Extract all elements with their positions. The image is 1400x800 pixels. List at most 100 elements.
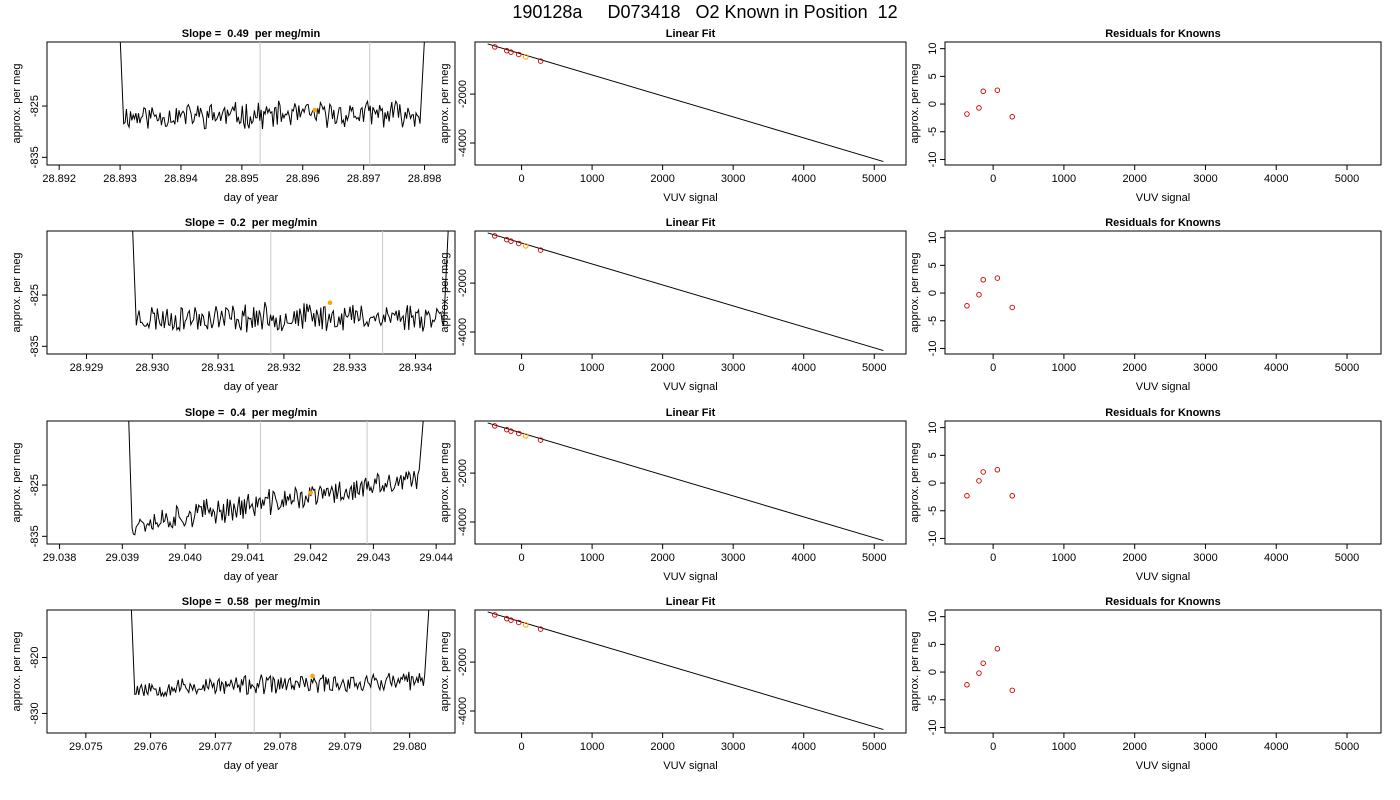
x-tick-label: 1000 (1052, 173, 1076, 185)
x-tick-label: 5000 (1335, 173, 1359, 185)
y-axis-label: approx. per meg (439, 63, 451, 143)
plot-frame (474, 230, 907, 355)
x-tick-label: 29.043 (357, 552, 391, 564)
x-tick-label: 3000 (721, 173, 745, 185)
x-tick-label: 4000 (1264, 741, 1288, 753)
x-tick-label: 28.933 (333, 362, 367, 374)
fit-line (487, 611, 884, 731)
panel-title: Residuals for Knowns (1105, 407, 1221, 419)
x-tick-label: 2000 (650, 552, 674, 564)
known-point (537, 247, 544, 253)
plot-frame (944, 230, 1382, 355)
y-tick-label: -835 (29, 525, 41, 547)
x-tick-label: 1000 (1052, 552, 1076, 564)
plot-area (487, 43, 884, 163)
residual-point (964, 493, 970, 499)
x-tick-label: 1000 (580, 173, 604, 185)
panel-fit-4: Linear Fit 0 1000 2000 3000 4000 5000 -2000 -400… (439, 596, 907, 772)
x-tick-label: 4000 (791, 741, 815, 753)
y-tick-label: -830 (29, 702, 41, 724)
plot-area (487, 232, 884, 352)
y-axis-label: approx. per meg (909, 631, 921, 711)
y-axis-label: approx. per meg (439, 252, 451, 332)
x-axis-label: VUV signal (1136, 192, 1190, 204)
plot-frame (944, 420, 1382, 545)
residual-point (964, 682, 970, 688)
panel-title: Linear Fit (666, 407, 716, 419)
panel-trace-4: Slope = 0.58 per meg/min 29.075 29.076 29.0… (11, 596, 456, 772)
plot-area (964, 87, 1015, 120)
plot-frame (46, 41, 456, 166)
panel-fit-3: Linear Fit 0 1000 2000 3000 4000 5000 -2000 -400… (439, 407, 907, 583)
y-axis-label: approx. per meg (439, 442, 451, 522)
y-tick-label: -10 (927, 720, 939, 736)
plot-frame (944, 609, 1382, 734)
x-tick-label: 3000 (1193, 741, 1217, 753)
highlight-point (310, 673, 315, 679)
x-tick-label: 1000 (1052, 362, 1076, 374)
x-tick-label: 1000 (580, 362, 604, 374)
known-point (492, 44, 498, 50)
x-tick-label: 0 (518, 741, 524, 753)
x-tick-label: 5000 (862, 173, 886, 185)
x-tick-label: 4000 (1264, 173, 1288, 185)
y-axis-label: approx. per meg (11, 631, 23, 711)
panel-residual-4: Residuals for Knowns 0 1000 2000 3000 4000 500… (909, 596, 1382, 772)
x-tick-label: 0 (990, 741, 996, 753)
residual-point (994, 275, 1001, 281)
x-tick-label: 3000 (1193, 362, 1217, 374)
x-tick-label: 5000 (1335, 552, 1359, 564)
x-tick-label: 29.077 (199, 741, 233, 753)
fit-line (487, 422, 884, 542)
x-tick-label: 4000 (791, 173, 815, 185)
x-tick-label: 4000 (1264, 552, 1288, 564)
residual-point (980, 660, 986, 666)
plot-area (132, 231, 449, 354)
x-tick-label: 5000 (862, 741, 886, 753)
x-tick-label: 5000 (862, 362, 886, 374)
y-tick-label: -825 (29, 474, 41, 496)
x-tick-label: 4000 (791, 362, 815, 374)
residual-point (964, 303, 970, 309)
x-tick-label: 4000 (1264, 362, 1288, 374)
x-tick-label: 2000 (650, 741, 674, 753)
figure-title: 190128a D073418 O2 Known in Position 12 (512, 2, 897, 22)
x-tick-label: 3000 (721, 741, 745, 753)
data-trace-line (128, 421, 424, 536)
x-tick-label: 29.075 (69, 741, 103, 753)
residual-point (976, 105, 982, 111)
y-tick-label: 5 (927, 452, 939, 458)
x-tick-label: 28.932 (267, 362, 301, 374)
x-tick-label: 3000 (1193, 173, 1217, 185)
known-point (492, 233, 498, 239)
x-tick-label: 28.896 (286, 173, 320, 185)
residual-point (994, 87, 1001, 93)
plot-area (487, 611, 884, 731)
y-tick-label: -5 (927, 506, 939, 516)
x-tick-label: 29.042 (294, 552, 328, 564)
x-tick-label: 5000 (1335, 362, 1359, 374)
y-tick-label: -5 (927, 127, 939, 137)
residual-point (964, 111, 970, 117)
x-tick-label: 28.894 (164, 173, 198, 185)
y-axis-label: approx. per meg (11, 442, 23, 522)
known-point (515, 430, 522, 437)
known-point (515, 51, 522, 58)
y-tick-label: 5 (927, 262, 939, 268)
y-axis-label: approx. per meg (439, 631, 451, 711)
y-tick-label: -825 (29, 284, 41, 306)
x-tick-label: 1000 (580, 552, 604, 564)
x-tick-label: 0 (990, 552, 996, 564)
plot-frame (474, 41, 907, 166)
panel-residual-2: Residuals for Knowns 0 1000 2000 3000 4000 500… (909, 217, 1382, 393)
y-axis-label: approx. per meg (909, 63, 921, 143)
x-tick-label: 5000 (1335, 741, 1359, 753)
y-tick-label: -5 (927, 316, 939, 326)
x-tick-label: 2000 (650, 173, 674, 185)
fit-line (487, 232, 884, 352)
residual-point (994, 467, 1001, 473)
x-axis-label: day of year (224, 571, 279, 583)
plot-frame (46, 609, 456, 734)
plot-area (964, 467, 1015, 499)
